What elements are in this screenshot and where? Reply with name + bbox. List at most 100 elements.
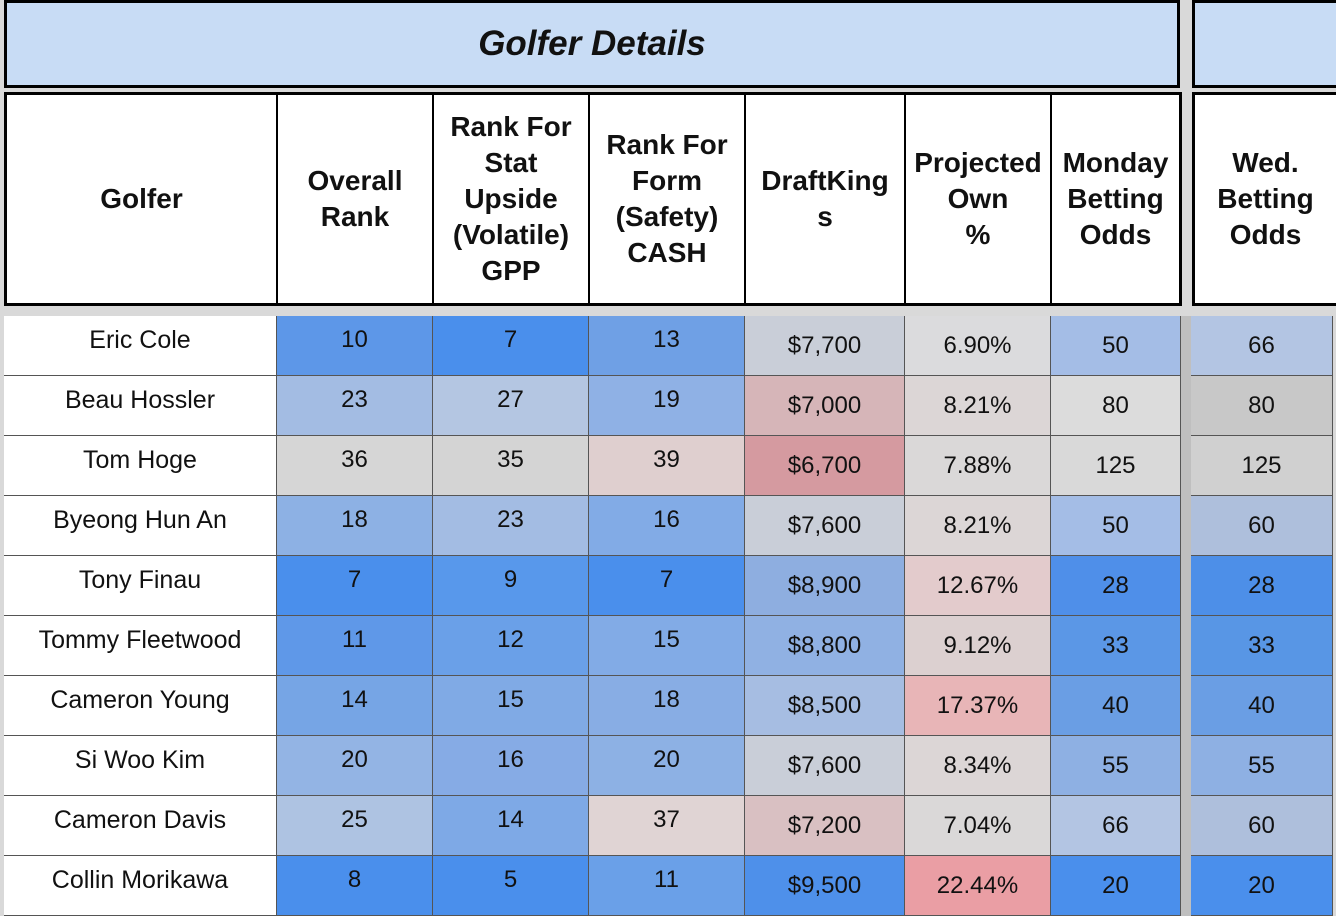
table-row[interactable]: Beau Hossler 23 27 19 $7,000 8.21% 80 80	[4, 376, 1336, 436]
golfer-name-cell[interactable]: Tony Finau	[4, 556, 277, 616]
rank-form-cell[interactable]: 18	[589, 676, 745, 736]
rank-form-cell[interactable]: 13	[589, 316, 745, 376]
header-draftkings[interactable]: DraftKing s	[746, 95, 906, 303]
own-cell[interactable]: 8.21%	[905, 376, 1051, 436]
rank-stat-cell[interactable]: 16	[433, 736, 589, 796]
table-row[interactable]: Tony Finau 7 9 7 $8,900 12.67% 28 28	[4, 556, 1336, 616]
draftkings-cell[interactable]: $7,700	[745, 316, 905, 376]
rank-stat-cell[interactable]: 5	[433, 856, 589, 916]
wed-odds-cell[interactable]: 40	[1191, 676, 1333, 736]
overall-rank-cell[interactable]: 18	[277, 496, 433, 556]
rank-form-cell[interactable]: 39	[589, 436, 745, 496]
overall-rank-cell[interactable]: 10	[277, 316, 433, 376]
rank-stat-cell[interactable]: 14	[433, 796, 589, 856]
own-cell[interactable]: 6.90%	[905, 316, 1051, 376]
draftkings-cell[interactable]: $8,500	[745, 676, 905, 736]
table-row[interactable]: Tom Hoge 36 35 39 $6,700 7.88% 125 125	[4, 436, 1336, 496]
header-golfer[interactable]: Golfer	[7, 95, 278, 303]
draftkings-cell[interactable]: $9,500	[745, 856, 905, 916]
overall-rank-cell[interactable]: 36	[277, 436, 433, 496]
rank-stat-cell[interactable]: 23	[433, 496, 589, 556]
header-rank-stat-upside[interactable]: Rank For Stat Upside (Volatile) GPP	[434, 95, 590, 303]
rank-stat-cell[interactable]: 7	[433, 316, 589, 376]
overall-rank-cell[interactable]: 14	[277, 676, 433, 736]
wed-odds-cell[interactable]: 66	[1191, 316, 1333, 376]
monday-odds-cell[interactable]: 20	[1051, 856, 1181, 916]
table-row[interactable]: Eric Cole 10 7 13 $7,700 6.90% 50 66	[4, 316, 1336, 376]
table-row[interactable]: Collin Morikawa 8 5 11 $9,500 22.44% 20 20	[4, 856, 1336, 916]
monday-odds-cell[interactable]: 55	[1051, 736, 1181, 796]
rank-stat-cell[interactable]: 15	[433, 676, 589, 736]
monday-odds-cell[interactable]: 33	[1051, 616, 1181, 676]
rank-form-cell[interactable]: 20	[589, 736, 745, 796]
own-cell[interactable]: 17.37%	[905, 676, 1051, 736]
overall-rank-cell[interactable]: 11	[277, 616, 433, 676]
header-overall-rank[interactable]: Overall Rank	[278, 95, 434, 303]
overall-rank-cell[interactable]: 25	[277, 796, 433, 856]
monday-odds-cell[interactable]: 40	[1051, 676, 1181, 736]
golfer-name-cell[interactable]: Si Woo Kim	[4, 736, 277, 796]
draftkings-cell[interactable]: $8,900	[745, 556, 905, 616]
golfer-name-cell[interactable]: Cameron Young	[4, 676, 277, 736]
rank-stat-cell[interactable]: 27	[433, 376, 589, 436]
rank-form-cell[interactable]: 11	[589, 856, 745, 916]
rank-stat-cell[interactable]: 35	[433, 436, 589, 496]
table-row[interactable]: Cameron Young 14 15 18 $8,500 17.37% 40 40	[4, 676, 1336, 736]
rank-stat-cell[interactable]: 12	[433, 616, 589, 676]
overall-rank-cell[interactable]: 20	[277, 736, 433, 796]
rank-form-cell[interactable]: 15	[589, 616, 745, 676]
own-cell[interactable]: 7.88%	[905, 436, 1051, 496]
wed-odds-cell[interactable]: 60	[1191, 796, 1333, 856]
own-cell[interactable]: 12.67%	[905, 556, 1051, 616]
column-divider	[1181, 376, 1191, 436]
own-cell[interactable]: 8.21%	[905, 496, 1051, 556]
golfer-name-cell[interactable]: Eric Cole	[4, 316, 277, 376]
own-cell[interactable]: 7.04%	[905, 796, 1051, 856]
rank-stat-cell[interactable]: 9	[433, 556, 589, 616]
own-cell[interactable]: 9.12%	[905, 616, 1051, 676]
golfer-name-cell[interactable]: Beau Hossler	[4, 376, 277, 436]
monday-odds-cell[interactable]: 80	[1051, 376, 1181, 436]
monday-odds-cell[interactable]: 66	[1051, 796, 1181, 856]
column-divider	[1181, 736, 1191, 796]
own-cell[interactable]: 22.44%	[905, 856, 1051, 916]
own-cell[interactable]: 8.34%	[905, 736, 1051, 796]
draftkings-cell[interactable]: $6,700	[745, 436, 905, 496]
wed-odds-cell[interactable]: 28	[1191, 556, 1333, 616]
wed-odds-cell[interactable]: 80	[1191, 376, 1333, 436]
overall-rank-cell[interactable]: 8	[277, 856, 433, 916]
wed-odds-cell[interactable]: 55	[1191, 736, 1333, 796]
golfer-name-cell[interactable]: Collin Morikawa	[4, 856, 277, 916]
monday-odds-cell[interactable]: 50	[1051, 316, 1181, 376]
overall-rank-cell[interactable]: 23	[277, 376, 433, 436]
monday-odds-cell[interactable]: 50	[1051, 496, 1181, 556]
table-row[interactable]: Tommy Fleetwood 11 12 15 $8,800 9.12% 33 33	[4, 616, 1336, 676]
monday-odds-cell[interactable]: 125	[1051, 436, 1181, 496]
wed-odds-cell[interactable]: 33	[1191, 616, 1333, 676]
header-monday-odds[interactable]: Monday Betting Odds	[1062, 147, 1169, 250]
draftkings-cell[interactable]: $7,600	[745, 736, 905, 796]
rank-form-cell[interactable]: 16	[589, 496, 745, 556]
header-wed-odds[interactable]: Wed. Betting Odds	[1217, 147, 1314, 250]
monday-odds-cell[interactable]: 28	[1051, 556, 1181, 616]
header-projected-own[interactable]: Projected Own %	[906, 95, 1052, 303]
table-row[interactable]: Cameron Davis 25 14 37 $7,200 7.04% 66 60	[4, 796, 1336, 856]
header-rank-form[interactable]: Rank For Form (Safety) CASH	[590, 95, 746, 303]
rank-form-cell[interactable]: 7	[589, 556, 745, 616]
draftkings-cell[interactable]: $7,600	[745, 496, 905, 556]
overall-rank-cell[interactable]: 7	[277, 556, 433, 616]
wed-odds-cell[interactable]: 20	[1191, 856, 1333, 916]
draftkings-cell[interactable]: $8,800	[745, 616, 905, 676]
draftkings-cell[interactable]: $7,000	[745, 376, 905, 436]
golfer-name-cell[interactable]: Cameron Davis	[4, 796, 277, 856]
rank-form-cell[interactable]: 19	[589, 376, 745, 436]
draftkings-cell[interactable]: $7,200	[745, 796, 905, 856]
golfer-name-cell[interactable]: Tom Hoge	[4, 436, 277, 496]
golfer-name-cell[interactable]: Tommy Fleetwood	[4, 616, 277, 676]
wed-odds-cell[interactable]: 60	[1191, 496, 1333, 556]
wed-odds-cell[interactable]: 125	[1191, 436, 1333, 496]
table-row[interactable]: Byeong Hun An 18 23 16 $7,600 8.21% 50 60	[4, 496, 1336, 556]
golfer-name-cell[interactable]: Byeong Hun An	[4, 496, 277, 556]
table-row[interactable]: Si Woo Kim 20 16 20 $7,600 8.34% 55 55	[4, 736, 1336, 796]
rank-form-cell[interactable]: 37	[589, 796, 745, 856]
